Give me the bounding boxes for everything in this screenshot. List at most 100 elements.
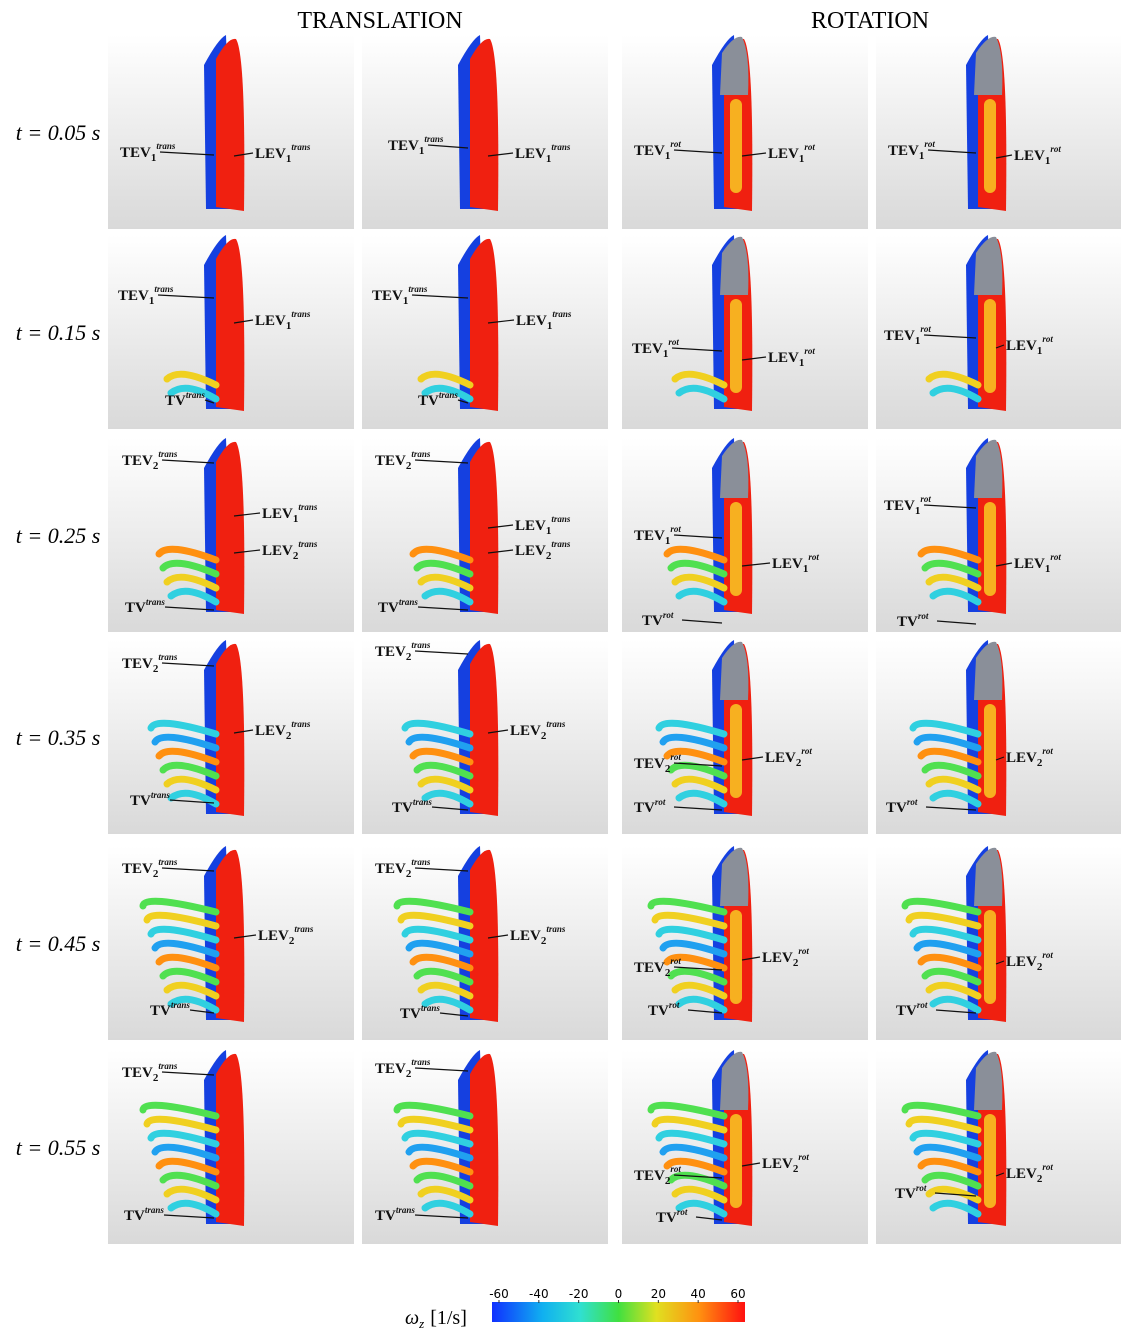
wing-core [730, 299, 742, 393]
label-sup: trans [158, 1061, 178, 1071]
label-base: TEV [884, 328, 915, 344]
label-sub: 1 [293, 513, 299, 525]
label-sup: rot [1050, 144, 1061, 154]
label-sub: 2 [1037, 757, 1043, 769]
label-base: LEV [765, 750, 796, 766]
wing-core [730, 910, 742, 1004]
label-base: TEV [122, 453, 153, 469]
label-base: TEV [120, 145, 151, 161]
label-base: LEV [515, 543, 546, 559]
label-sup: trans [408, 284, 428, 294]
label-sup: rot [670, 956, 681, 966]
label-sup: trans [411, 857, 431, 867]
wing [216, 239, 244, 411]
wing-core [984, 299, 996, 393]
label-base: TEV [634, 1168, 665, 1184]
panel: TEV2rotLEV2rotTVrot [622, 640, 868, 834]
label-sub: 1 [149, 295, 155, 307]
label-sup: rot [670, 524, 681, 534]
label-base: TEV [634, 143, 665, 159]
label-sup: rot [920, 494, 931, 504]
wing-core [730, 99, 742, 193]
panel: TEV1transLEV1trans [362, 35, 608, 229]
label-base: TV [150, 1003, 171, 1019]
label-sup: trans [145, 1205, 165, 1215]
label-sub: 2 [406, 1068, 412, 1080]
label-sup: rot [798, 1152, 809, 1162]
label-base: TV [125, 600, 146, 616]
row-label: t = 0.05 s [16, 120, 101, 145]
label-sub: 2 [153, 663, 159, 675]
label-base: TEV [122, 861, 153, 877]
label-sup: trans [546, 719, 566, 729]
wing-core [730, 704, 742, 798]
label-base: TV [375, 1208, 396, 1224]
label-sup: trans [291, 142, 311, 152]
label-base: TV [648, 1003, 669, 1019]
label-sup: rot [918, 611, 929, 621]
panel: TEV1transLEV1trans [108, 35, 354, 229]
label-sup: rot [798, 946, 809, 956]
wing [470, 644, 498, 816]
label-sup: trans [421, 1003, 441, 1013]
label-base: TEV [372, 288, 403, 304]
label-sub: 1 [665, 535, 671, 547]
label-sup: trans [158, 449, 178, 459]
panel: TEV1rotLEV1rot [876, 35, 1121, 229]
label-base: TEV [375, 453, 406, 469]
label-sub: 2 [541, 935, 547, 947]
label-sub: 1 [665, 150, 671, 162]
label-base: TEV [122, 656, 153, 672]
label-sub: 2 [286, 730, 292, 742]
row-label: t = 0.25 s [16, 523, 101, 548]
label-sup: rot [1042, 746, 1053, 756]
colorbar-tick-label: 40 [691, 1287, 706, 1301]
label-base: LEV [262, 543, 293, 559]
label-sub: 2 [1037, 1173, 1043, 1185]
label-sub: 2 [293, 550, 299, 562]
wing [470, 442, 498, 614]
label-base: LEV [262, 506, 293, 522]
label-sup: rot [804, 142, 815, 152]
label-base: TEV [388, 138, 419, 154]
label-base: LEV [255, 313, 286, 329]
label-sub: 2 [796, 757, 802, 769]
label-sup: rot [655, 797, 666, 807]
wing-core [730, 1114, 742, 1208]
wing-core [984, 1114, 996, 1208]
label-base: TEV [375, 644, 406, 660]
colorbar-tick-label: -20 [569, 1287, 589, 1301]
colorbar-tick-label: -40 [529, 1287, 549, 1301]
label-sup: trans [551, 514, 571, 524]
label-sup: trans [411, 1057, 431, 1067]
panel: TEV2rotLEV2rotTVrot [622, 1050, 868, 1244]
wing [216, 644, 244, 816]
panel: TEV1rotLEV1rot [622, 35, 868, 229]
label-sup: rot [924, 139, 935, 149]
label-base: LEV [1006, 338, 1037, 354]
label-sub: 1 [286, 320, 292, 332]
label-sub: 2 [153, 1072, 159, 1084]
label-sup: rot [1042, 950, 1053, 960]
label-sub: 1 [546, 153, 552, 165]
label-sup: rot [804, 346, 815, 356]
label-base: LEV [762, 1156, 793, 1172]
label-base: LEV [1006, 750, 1037, 766]
label-base: TEV [888, 143, 919, 159]
label-base: TEV [122, 1065, 153, 1081]
wing [216, 850, 244, 1022]
label-base: LEV [510, 723, 541, 739]
wing [470, 39, 498, 211]
label-sup: trans [156, 141, 176, 151]
label-sup: trans [158, 652, 178, 662]
panel: TEV2transLEV2transTVtrans [108, 640, 354, 834]
panel: TVrotLEV2rot [876, 1050, 1121, 1244]
label-sub: 1 [547, 320, 553, 332]
panel: TEV1rotLEV1rotTVrot [622, 438, 868, 632]
label-sub: 1 [799, 357, 805, 369]
label-sup: rot [669, 1000, 680, 1010]
